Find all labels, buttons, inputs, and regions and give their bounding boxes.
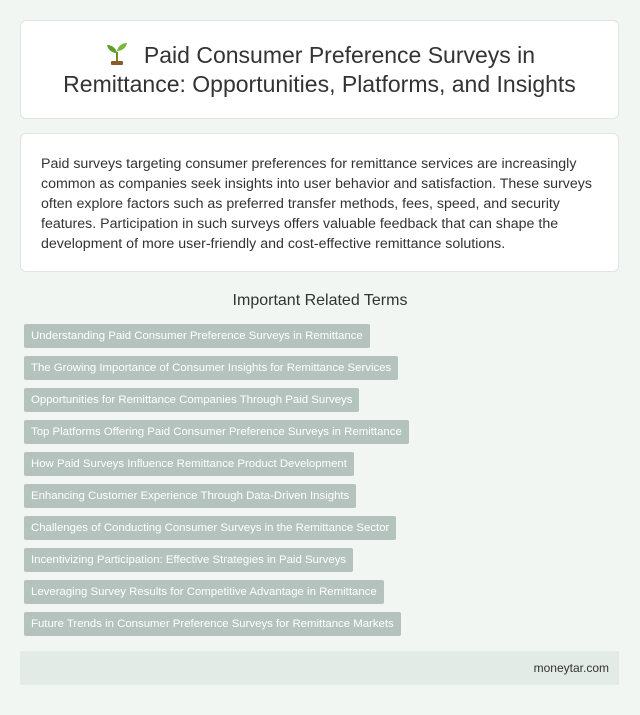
footer: moneytar.com (20, 651, 619, 685)
list-item: Future Trends in Consumer Preference Sur… (24, 612, 409, 636)
related-terms-heading: Important Related Terms (232, 292, 408, 309)
page-title: Paid Consumer Preference Surveys in Remi… (41, 40, 598, 99)
related-term-tag[interactable]: Future Trends in Consumer Preference Sur… (24, 612, 401, 636)
related-term-tag[interactable]: Opportunities for Remittance Companies T… (24, 388, 360, 412)
title-card: Paid Consumer Preference Surveys in Remi… (20, 20, 619, 119)
related-term-tag[interactable]: Incentivizing Participation: Effective S… (24, 548, 354, 572)
related-term-tag[interactable]: Understanding Paid Consumer Preference S… (24, 324, 370, 348)
list-item: Enhancing Customer Experience Through Da… (24, 484, 409, 508)
list-item: Opportunities for Remittance Companies T… (24, 388, 409, 412)
related-term-tag[interactable]: Enhancing Customer Experience Through Da… (24, 484, 357, 508)
related-terms-list: Understanding Paid Consumer Preference S… (24, 324, 409, 644)
related-term-tag[interactable]: How Paid Surveys Influence Remittance Pr… (24, 452, 354, 476)
sprout-icon (106, 43, 127, 65)
list-item: How Paid Surveys Influence Remittance Pr… (24, 452, 409, 476)
related-term-tag[interactable]: Top Platforms Offering Paid Consumer Pre… (24, 420, 409, 444)
related-term-tag[interactable]: Challenges of Conducting Consumer Survey… (24, 516, 397, 540)
list-item: Leveraging Survey Results for Competitiv… (24, 580, 409, 604)
footer-site-link[interactable]: moneytar.com (533, 661, 609, 675)
list-item: Incentivizing Participation: Effective S… (24, 548, 409, 572)
list-item: Top Platforms Offering Paid Consumer Pre… (24, 420, 409, 444)
list-item: Understanding Paid Consumer Preference S… (24, 324, 409, 348)
summary-text: Paid surveys targeting consumer preferen… (41, 156, 592, 252)
list-item: Challenges of Conducting Consumer Survey… (24, 516, 409, 540)
list-item: The Growing Importance of Consumer Insig… (24, 356, 409, 380)
related-term-tag[interactable]: Leveraging Survey Results for Competitiv… (24, 580, 384, 604)
summary-card: Paid surveys targeting consumer preferen… (20, 133, 619, 272)
page-title-text: Paid Consumer Preference Surveys in Remi… (63, 42, 576, 97)
related-term-tag[interactable]: The Growing Importance of Consumer Insig… (24, 356, 399, 380)
